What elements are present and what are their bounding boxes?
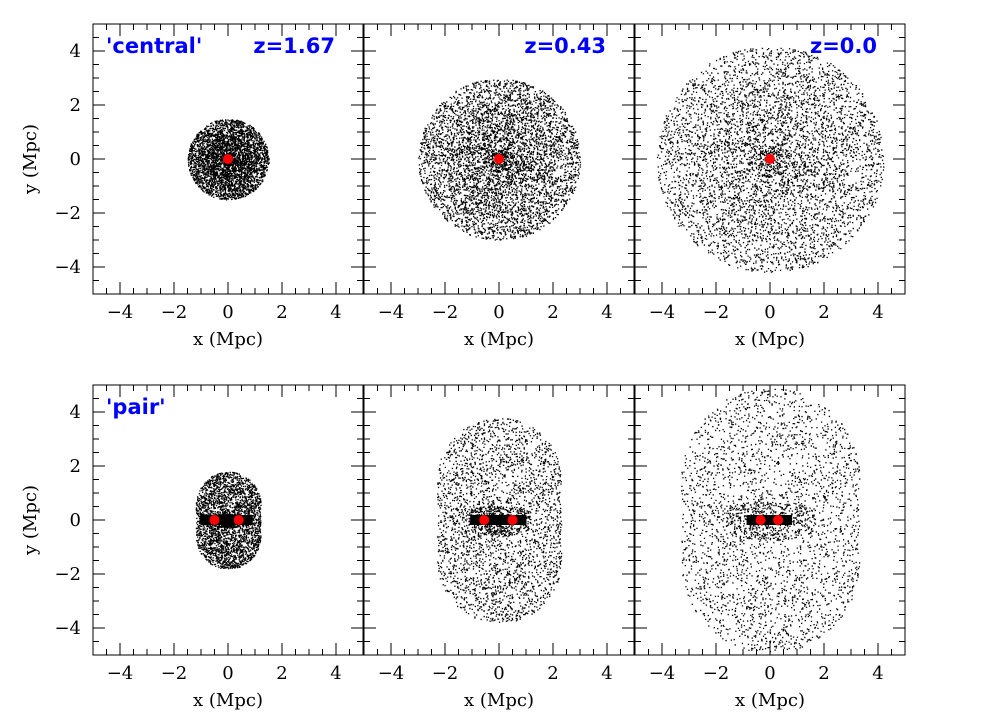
y-axis-title-r0: y (Mpc) <box>20 124 41 195</box>
core-marker-r0-c0-0 <box>223 154 233 164</box>
x-tick-label-r0-c2-1: −2 <box>703 302 730 323</box>
x-tick-label-r1-c1-4: 4 <box>601 663 612 684</box>
x-tick-label-r1-c1-1: −2 <box>432 663 459 684</box>
core-marker-r0-c2-0 <box>765 154 775 164</box>
x-tick-label-r0-c1-4: 4 <box>601 302 612 323</box>
y-tick-label-r0-4: 4 <box>70 41 81 62</box>
y-tick-label-r0-0: −4 <box>54 257 81 278</box>
x-tick-label-r1-c0-0: −4 <box>107 663 134 684</box>
y-tick-label-r0-1: −2 <box>54 203 81 224</box>
y-tick-label-r1-4: 4 <box>70 402 81 423</box>
core-marker-r1-c2-0 <box>755 515 766 525</box>
x-tick-label-r0-c2-2: 0 <box>764 302 775 323</box>
x-axis-title-r0-c0: x (Mpc) <box>193 329 263 350</box>
x-tick-label-r0-c0-2: 0 <box>222 302 233 323</box>
core-marker-r1-c0-1 <box>233 515 244 525</box>
x-tick-label-r1-c0-4: 4 <box>330 663 341 684</box>
particle-cloud-r1-c2 <box>681 388 861 653</box>
panel-r0-c2: −4 −2 0 2 4 x (Mpc) z=0.0 <box>634 23 906 350</box>
x-tick-label-r0-c0-0: −4 <box>107 302 134 323</box>
redshift-label-r0-c0: z=1.67 <box>253 34 335 58</box>
y-tick-label-r1-1: −2 <box>54 564 81 585</box>
x-tick-label-r1-c0-1: −2 <box>161 663 188 684</box>
x-tick-label-r1-c2-3: 2 <box>818 663 829 684</box>
redshift-label-r0-c2: z=0.0 <box>810 34 877 58</box>
core-marker-r1-c1-1 <box>507 515 518 525</box>
y-tick-label-r0-2: 0 <box>70 149 81 170</box>
x-tick-label-r0-c2-0: −4 <box>649 302 676 323</box>
row-label-r1: 'pair' <box>106 395 166 419</box>
y-tick-label-r1-2: 0 <box>70 510 81 531</box>
x-axis-title-r0-c1: x (Mpc) <box>464 329 534 350</box>
core-marker-r1-c1-0 <box>479 515 490 525</box>
panel-r1-c2: −4 −2 0 2 4 x (Mpc) <box>634 384 906 711</box>
x-tick-label-r1-c1-3: 2 <box>547 663 558 684</box>
x-tick-label-r1-c2-4: 4 <box>872 663 883 684</box>
y-tick-label-r0-3: 2 <box>70 95 81 116</box>
x-tick-label-r0-c1-1: −2 <box>432 302 459 323</box>
x-axis-title-r1-c2: x (Mpc) <box>735 690 805 711</box>
x-tick-label-r1-c0-3: 2 <box>276 663 287 684</box>
x-tick-label-r0-c2-3: 2 <box>818 302 829 323</box>
x-tick-label-r0-c1-0: −4 <box>378 302 405 323</box>
panel-r1-c1: −4 −2 0 2 4 x (Mpc) <box>363 384 635 711</box>
x-tick-label-r0-c2-4: 4 <box>872 302 883 323</box>
x-tick-label-r0-c1-2: 0 <box>493 302 504 323</box>
x-tick-label-r1-c1-0: −4 <box>378 663 405 684</box>
x-axis-title-r0-c2: x (Mpc) <box>735 329 805 350</box>
x-tick-label-r1-c2-2: 0 <box>764 663 775 684</box>
y-tick-label-r1-3: 2 <box>70 456 81 477</box>
core-bridge-r1-c1 <box>470 515 527 525</box>
core-bridge-r1-c2 <box>746 515 793 525</box>
core-marker-r0-c1-0 <box>494 154 504 164</box>
x-tick-label-r0-c0-4: 4 <box>330 302 341 323</box>
panel-r0-c0: −4 −2 0 2 4 x (Mpc) −4 −2 0 2 4 y (Mpc) 'central' z=1… <box>20 23 364 350</box>
x-axis-title-r1-c0: x (Mpc) <box>193 690 263 711</box>
x-tick-label-r1-c1-2: 0 <box>493 663 504 684</box>
core-bridge-r1-c0 <box>200 515 253 525</box>
row-label-r0: 'central' <box>106 34 202 58</box>
x-tick-label-r0-c0-3: 2 <box>276 302 287 323</box>
x-axis-title-r1-c1: x (Mpc) <box>464 690 534 711</box>
core-marker-r1-c2-1 <box>773 515 784 525</box>
x-tick-label-r1-c0-2: 0 <box>222 663 233 684</box>
panel-r1-c0: −4 −2 0 2 4 x (Mpc) −4 −2 0 2 4 y (Mpc) 'pair' <box>20 384 364 711</box>
redshift-label-r0-c1: z=0.43 <box>524 34 606 58</box>
x-tick-label-r1-c2-0: −4 <box>649 663 676 684</box>
x-tick-label-r1-c2-1: −2 <box>703 663 730 684</box>
x-tick-label-r0-c0-1: −2 <box>161 302 188 323</box>
core-marker-r1-c0-0 <box>209 515 220 525</box>
x-tick-label-r0-c1-3: 2 <box>547 302 558 323</box>
panel-r0-c1: −4 −2 0 2 4 x (Mpc) z=0.43 <box>363 23 635 350</box>
y-tick-label-r1-0: −4 <box>54 618 81 639</box>
y-axis-title-r1: y (Mpc) <box>20 485 41 556</box>
